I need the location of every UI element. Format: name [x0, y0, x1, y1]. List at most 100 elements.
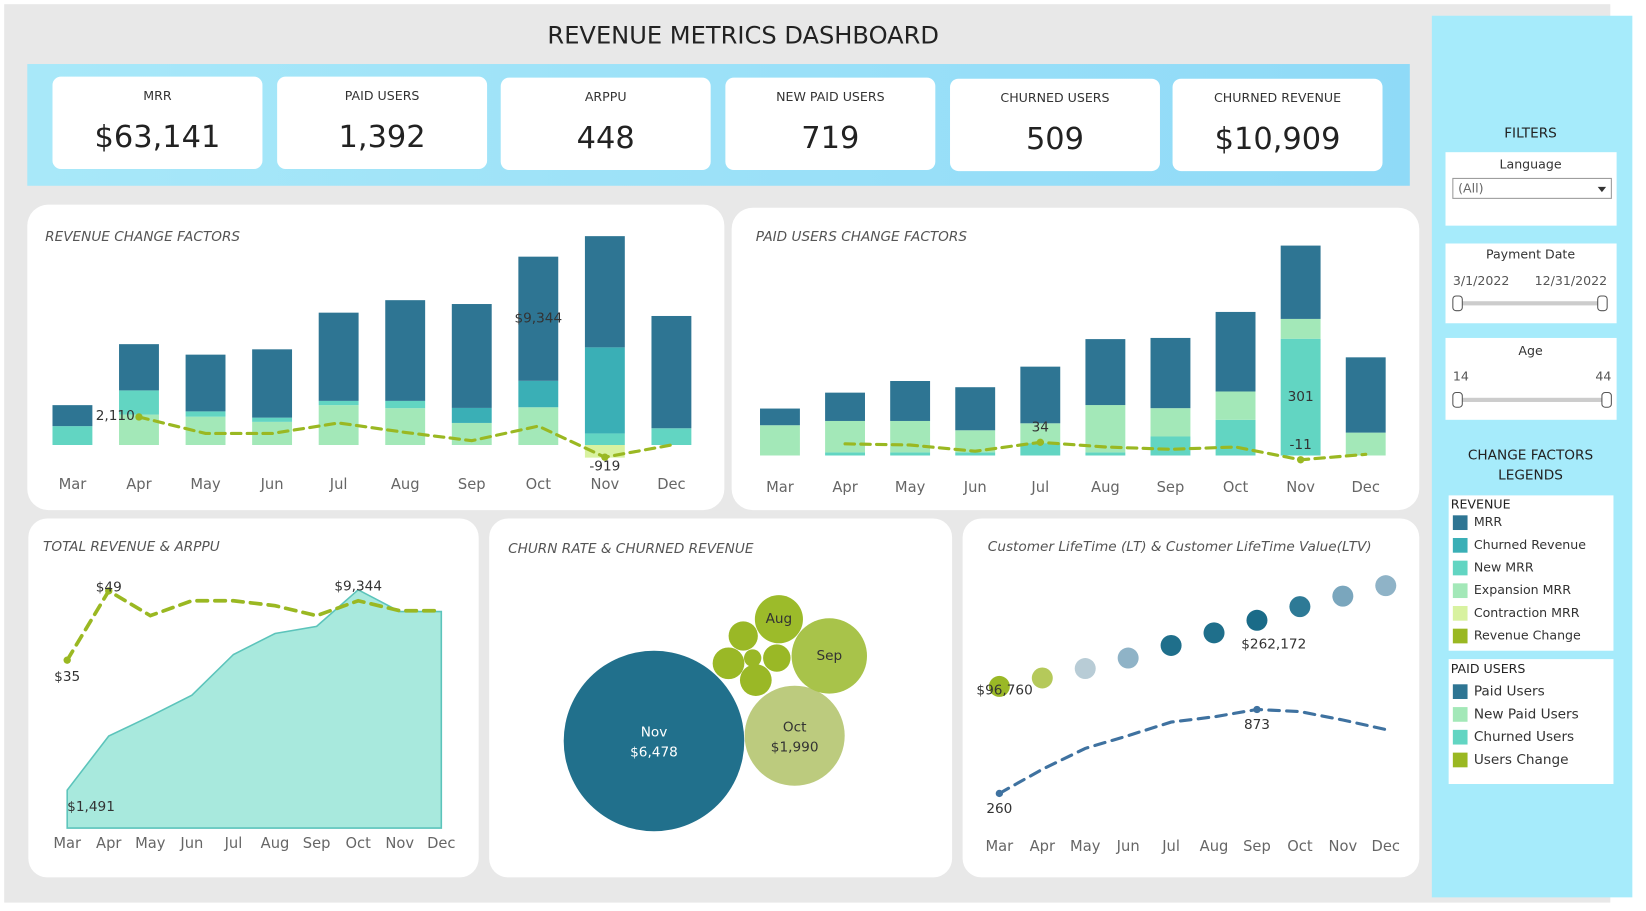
legend-label: Churned Revenue — [1474, 537, 1586, 552]
slider-start: 3/1/2022 — [1453, 273, 1510, 288]
slider-start: 14 — [1453, 368, 1469, 383]
bar-segment — [385, 300, 426, 401]
slider-track[interactable] — [1457, 397, 1608, 402]
bar-segment — [1280, 318, 1321, 339]
legend-label: Churned Users — [1474, 729, 1574, 745]
x-tick-label: Oct — [1223, 479, 1249, 496]
x-tick-label: Dec — [1372, 838, 1400, 855]
kpi-label: ARPPU — [585, 89, 627, 104]
legend-label: Paid Users — [1474, 684, 1545, 700]
point — [1031, 667, 1053, 689]
bar-segment — [119, 390, 159, 415]
x-tick-label: Jun — [260, 476, 284, 493]
legend-header: REVENUE — [1451, 496, 1511, 511]
bar-segment — [518, 407, 559, 446]
point — [105, 587, 113, 595]
point — [988, 675, 1010, 697]
bar-segment — [1280, 338, 1321, 456]
bar-segment — [1150, 436, 1191, 456]
charts: REVENUE CHANGE FACTORS Mar Apr May Jun Jul Aug… — [43, 229, 1400, 855]
point — [1203, 622, 1225, 644]
bubble-label: Sep — [816, 648, 842, 664]
area — [66, 588, 443, 829]
x-tick-label: Dec — [427, 835, 455, 852]
bar-segment — [451, 407, 492, 423]
line — [65, 588, 444, 662]
x-tick-label: Jul — [224, 835, 243, 852]
bubble — [739, 664, 772, 696]
legend-box — [1448, 495, 1614, 651]
slider-track[interactable] — [1457, 301, 1603, 306]
data-label: 34 — [1032, 420, 1049, 436]
bubble — [754, 595, 803, 644]
kpi-card — [1172, 78, 1383, 172]
bar-segment — [1215, 391, 1256, 420]
slider-handle[interactable] — [1452, 295, 1463, 312]
data-label: 301 — [1288, 389, 1314, 405]
point — [1332, 585, 1354, 607]
dropdown-value[interactable]: (All) — [1458, 180, 1483, 195]
x-tick-label: Apr — [832, 479, 858, 496]
legend-label: Revenue Change — [1474, 628, 1581, 643]
x-tick-label: Mar — [985, 838, 1014, 855]
bar-segment — [1020, 423, 1061, 444]
x-tick-label: Jul — [329, 476, 348, 493]
bar-segment — [318, 312, 359, 401]
data-label: $96,760 — [976, 683, 1032, 699]
chart-title: Customer LifeTime (LT) & Customer LifeTi… — [988, 539, 1372, 555]
bubble — [743, 649, 762, 667]
slider-handle[interactable] — [1601, 392, 1612, 408]
bubble-label: Oct — [783, 719, 807, 735]
point — [1246, 609, 1268, 631]
x-tick-label: Nov — [1328, 838, 1357, 855]
bar-segment — [52, 426, 93, 446]
bar-segment — [1345, 432, 1386, 456]
x-tick-label: Jun — [963, 479, 987, 496]
x-tick-label: Jul — [1161, 838, 1180, 855]
bar-segment — [651, 315, 692, 429]
bubble-label: Nov — [641, 725, 668, 741]
x-tick-label: Oct — [526, 476, 552, 493]
x-tick-label: Sep — [1243, 838, 1271, 855]
legend-title: CHANGE FACTORS LEGENDS — [1467, 448, 1594, 484]
chart-title: TOTAL REVENUE & ARPPU — [43, 539, 220, 555]
bar-segment — [252, 417, 293, 422]
filter-label: Age — [1518, 343, 1543, 358]
dropdown-arrow[interactable] — [1597, 186, 1607, 193]
point — [1296, 456, 1305, 464]
bar-segment — [252, 349, 293, 418]
bar-segment — [385, 400, 426, 409]
slider-handle[interactable] — [1452, 392, 1463, 408]
bar-segment — [1085, 339, 1126, 406]
kpi-card — [52, 76, 263, 169]
bar-segment — [955, 430, 996, 453]
chart-title: REVENUE CHANGE FACTORS — [45, 229, 240, 245]
point — [63, 656, 71, 664]
legend-label: MRR — [1474, 514, 1503, 529]
slider-handle[interactable] — [1597, 295, 1608, 312]
bar-segment — [1280, 245, 1321, 319]
bubble — [712, 647, 745, 680]
point — [1253, 705, 1261, 714]
line — [843, 440, 1368, 462]
bar-segment — [119, 344, 159, 391]
bar-segment — [1085, 452, 1126, 456]
kpi-card — [950, 78, 1160, 172]
legend-box — [1448, 659, 1614, 785]
kpi-value: 1,392 — [339, 120, 426, 155]
data-label: 2,110 — [96, 408, 135, 424]
x-tick-label: May — [1070, 838, 1101, 855]
x-tick-label: Sep — [303, 835, 331, 852]
bar-segment — [955, 387, 996, 431]
kpi-card — [277, 76, 488, 169]
bubble — [563, 650, 745, 832]
x-tick-label: Dec — [657, 476, 685, 493]
bar-segment — [890, 381, 931, 421]
bar-segment — [52, 405, 93, 427]
x-tick-label: Jul — [1030, 479, 1049, 496]
kpi-label: CHURNED REVENUE — [1214, 90, 1341, 105]
kpi-value: $10,909 — [1215, 122, 1341, 157]
dropdown[interactable] — [1452, 177, 1612, 199]
x-tick-label: Aug — [261, 835, 290, 852]
x-tick-label: Mar — [53, 835, 82, 852]
